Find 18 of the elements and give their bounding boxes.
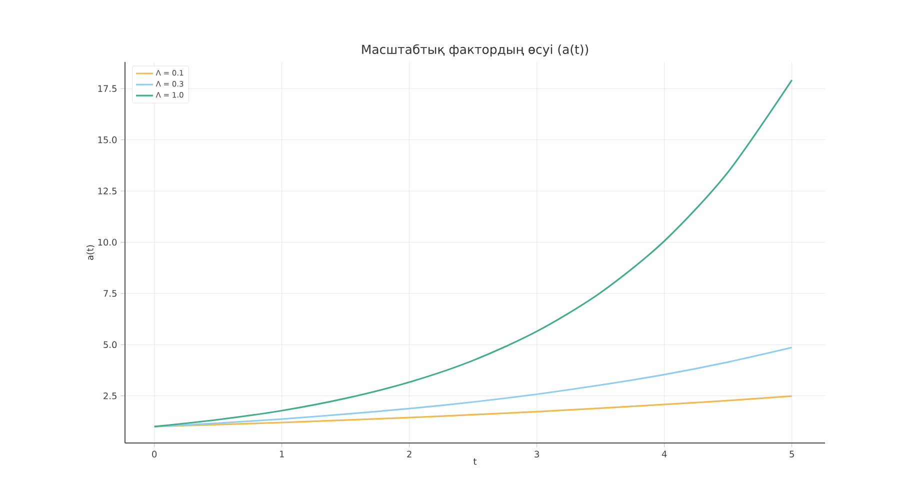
y-tick-label: 5.0 (104, 341, 117, 348)
line-series (154, 346, 793, 428)
x-tick-label: 1 (280, 450, 284, 458)
x-tick-label: 2 (407, 450, 412, 458)
x-tick-label: 4 (662, 450, 667, 458)
y-tick-label: 2.5 (104, 392, 116, 400)
y-axis-title: a(t) (86, 245, 94, 260)
y-tick-label: 15.0 (98, 136, 117, 144)
x-tick-label: 0 (152, 450, 157, 458)
y-tick-label: 7.5 (104, 290, 116, 297)
x-tick-label: 3 (534, 450, 539, 458)
x-tick-label: 5 (790, 450, 794, 458)
chart-title: Масштабтық фактордың өсуі (a(t)) (362, 44, 588, 56)
x-axis-title: t (473, 458, 477, 465)
y-tick-label: 17.5 (98, 85, 116, 92)
y-tick-label: 12.5 (98, 188, 116, 194)
line-series (154, 79, 793, 428)
y-tick-label: 10.0 (98, 238, 117, 246)
